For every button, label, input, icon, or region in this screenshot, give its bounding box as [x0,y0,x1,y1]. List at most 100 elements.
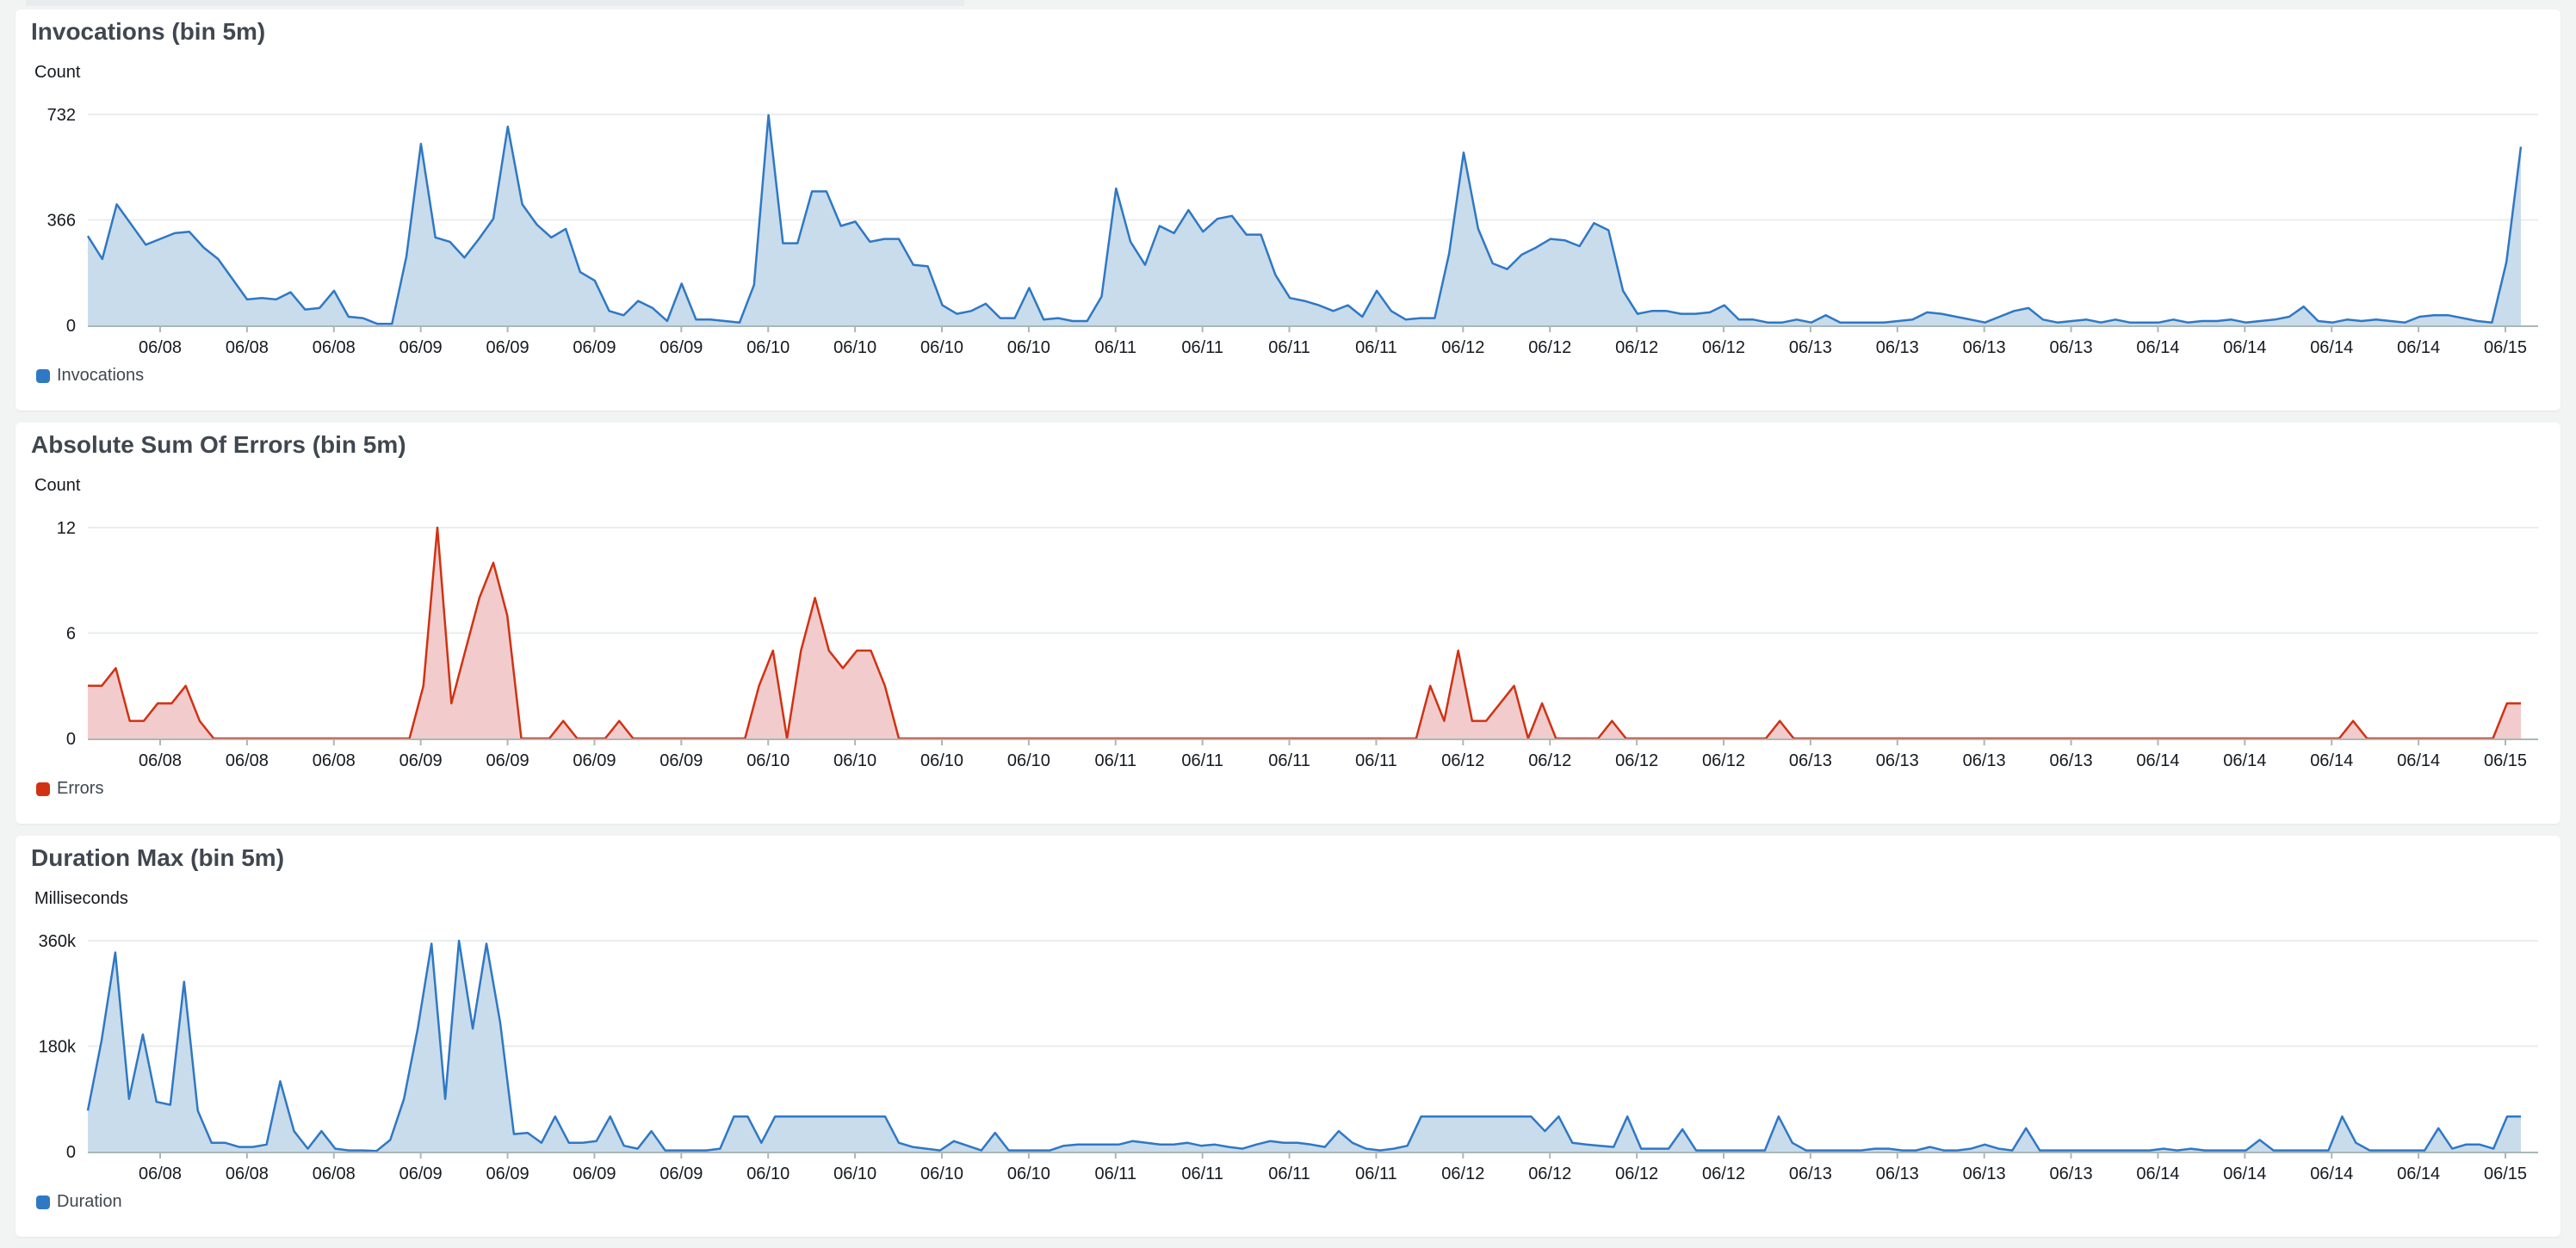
x-tick-label: 06/10 [746,1165,790,1183]
x-tick-label: 06/12 [1702,338,1745,357]
errors-chart: 12 6 0 06/08 06/08 06/08 06/09 06/09 06/09 06/09 0… [57,519,2538,770]
x-tick-label: 06/14 [2397,338,2440,357]
legend-swatch-icon [36,782,50,796]
x-tick-label: 06/09 [486,751,529,770]
y-tick-label: 0 [66,1143,76,1162]
x-tick-label: 06/13 [1963,1165,2006,1183]
chart-title: Duration Max (bin 5m) [31,844,285,871]
x-tick-label: 06/14 [2310,338,2353,357]
x-tick-label: 06/12 [1441,751,1484,770]
x-tick-label: 06/11 [1268,1165,1310,1183]
y-tick-label: 0 [66,317,76,336]
x-tick-label: 06/12 [1528,338,1571,357]
x-tick-label: 06/14 [2310,1165,2353,1183]
invocations-chart: 732 366 0 06/08 06/08 06/08 06/09 06/09 06/09 06/… [47,106,2538,357]
legend-swatch-icon [36,368,50,383]
x-tick-label: 06/12 [1615,338,1658,357]
x-tick-label: 06/11 [1355,338,1397,357]
x-tick-label: 06/14 [2310,751,2353,770]
x-tick-label: 06/09 [659,338,703,357]
x-tick-label: 06/14 [2223,338,2266,357]
y-tick-label: 732 [47,106,76,125]
legend[interactable]: Invocations [36,366,144,386]
x-tick-label: 06/08 [139,338,182,357]
legend-label: Errors [57,779,104,798]
x-tick-label: 06/13 [1876,751,1919,770]
x-tick-label: 06/14 [2223,751,2266,770]
x-tick-label: 06/13 [1876,338,1919,357]
x-tick-label: 06/12 [1702,751,1745,770]
x-tick-label: 06/08 [313,751,356,770]
x-tick-label: 06/13 [1963,751,2006,770]
x-tick-label: 06/09 [573,338,616,357]
x-tick-label: 06/12 [1615,751,1658,770]
x-tick-label: 06/11 [1181,338,1223,357]
y-tick-label: 12 [57,519,76,538]
series-line[interactable] [86,939,2521,1152]
x-tick-label: 06/10 [746,751,790,770]
x-tick-label: 06/08 [313,1165,356,1183]
x-tick-label: 06/13 [1876,1165,1919,1183]
x-tick-label: 06/12 [1441,1165,1484,1183]
x-tick-label: 06/09 [573,751,616,770]
x-tick-label: 06/13 [1789,1165,1832,1183]
y-axis-unit-label: Count [34,476,81,495]
y-tick-label: 180k [39,1038,77,1057]
x-tick-label: 06/13 [1789,751,1832,770]
x-tick-label: 06/10 [1007,751,1050,770]
x-tick-label: 06/10 [920,751,963,770]
series-area [88,114,2521,325]
x-tick-label: 06/14 [2223,1165,2266,1183]
chart-panel-invocations: Invocations (bin 5m) Count 732 366 0 06/08 0… [15,9,2561,411]
y-axis-unit-label: Milliseconds [34,889,128,908]
x-tick-label: 06/10 [920,1165,963,1183]
x-tick-label: 06/12 [1528,1165,1571,1183]
y-tick-label: 6 [66,625,76,644]
y-tick-label: 360k [39,932,77,951]
y-tick-label: 0 [66,730,76,749]
top-overflow-strip [26,0,964,6]
legend-label: Invocations [57,366,145,385]
x-tick-label: 06/09 [399,338,443,357]
x-tick-label: 06/11 [1094,751,1136,770]
x-tick-label: 06/11 [1355,1165,1397,1183]
x-tick-label: 06/08 [226,1165,269,1183]
x-tick-label: 06/09 [486,338,529,357]
x-tick-label: 06/12 [1702,1165,1745,1183]
x-tick-label: 06/11 [1355,751,1397,770]
x-tick-label: 06/10 [746,338,790,357]
x-tick-label: 06/11 [1181,751,1223,770]
x-tick-label: 06/11 [1181,1165,1223,1183]
legend-swatch-icon [36,1195,50,1209]
x-tick-label: 06/08 [313,338,356,357]
x-tick-label: 06/12 [1528,751,1571,770]
x-tick-label: 06/15 [2484,338,2527,357]
x-tick-label: 06/10 [833,751,876,770]
x-tick-label: 06/12 [1441,338,1484,357]
x-tick-label: 06/08 [226,338,269,357]
legend[interactable]: Duration [36,1192,122,1212]
series-line[interactable] [86,114,2523,325]
chart-title: Absolute Sum Of Errors (bin 5m) [31,431,406,458]
x-tick-label: 06/13 [2050,1165,2093,1183]
x-tick-label: 06/09 [399,1165,443,1183]
x-tick-label: 06/09 [573,1165,616,1183]
x-tick-label: 06/14 [2136,751,2179,770]
legend[interactable]: Errors [36,779,103,799]
x-tick-label: 06/11 [1268,338,1310,357]
x-tick-label: 06/12 [1615,1165,1658,1183]
x-tick-label: 06/14 [2136,1165,2179,1183]
y-axis-unit-label: Count [34,63,81,82]
x-tick-label: 06/13 [2050,338,2093,357]
x-tick-label: 06/10 [920,338,963,357]
x-tick-label: 06/08 [226,751,269,770]
x-tick-label: 06/13 [1963,338,2006,357]
x-tick-label: 06/15 [2484,1165,2527,1183]
x-tick-label: 06/11 [1094,338,1136,357]
x-tick-label: 06/10 [1007,338,1050,357]
x-tick-label: 06/10 [833,338,876,357]
x-tick-label: 06/11 [1268,751,1310,770]
chart-panel-errors: Absolute Sum Of Errors (bin 5m) Count 12… [15,423,2561,824]
x-tick-label: 06/14 [2397,751,2440,770]
x-tick-label: 06/09 [399,751,443,770]
